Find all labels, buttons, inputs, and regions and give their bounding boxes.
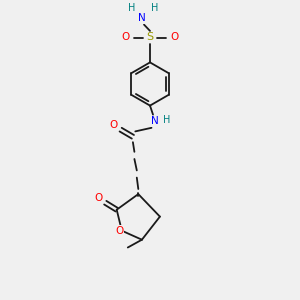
Text: O: O <box>170 32 179 43</box>
Text: N: N <box>151 116 158 126</box>
Text: H: H <box>164 115 171 125</box>
Text: H: H <box>128 3 136 14</box>
Text: O: O <box>94 193 102 203</box>
Text: N: N <box>138 13 146 23</box>
Text: O: O <box>109 120 118 130</box>
Text: S: S <box>146 32 154 43</box>
Text: O: O <box>121 32 130 43</box>
Text: O: O <box>115 226 124 236</box>
Text: H: H <box>152 3 159 14</box>
